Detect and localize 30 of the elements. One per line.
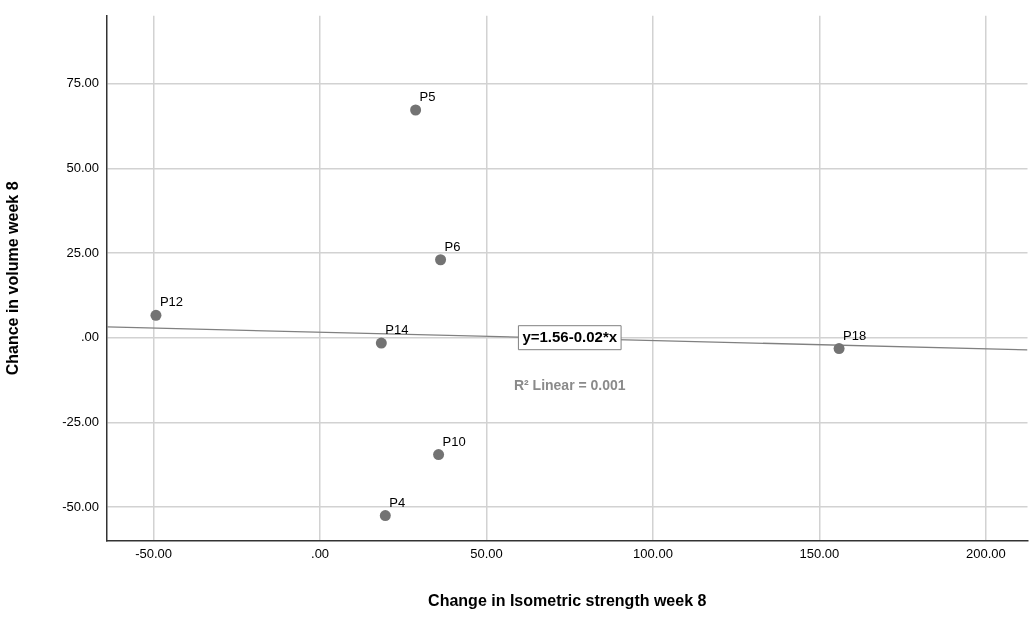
x-tick-label: .00 [311, 546, 330, 562]
data-label: P4 [389, 494, 406, 510]
point [410, 104, 422, 116]
data-label: P18 [843, 327, 867, 343]
x-tick-label: 150.00 [799, 546, 840, 562]
y-tick-label: -25.00 [62, 413, 99, 429]
data-label: P14 [385, 322, 409, 338]
y-axis-title: Chance in volume week 8 [4, 181, 22, 376]
data-label: P10 [442, 433, 466, 449]
y-tick-label: 50.00 [66, 159, 99, 175]
point [375, 337, 387, 349]
y-tick-label: .00 [80, 329, 99, 345]
annotation: R² Linear = 0.001 [513, 376, 626, 393]
data-label: P6 [444, 238, 461, 254]
point [435, 254, 447, 266]
point [150, 309, 162, 321]
y-tick-label: -50.00 [62, 498, 99, 514]
x-tick-label: 50.00 [470, 546, 503, 562]
annotation: y=1.56-0.02*x [522, 327, 618, 345]
x-tick-label: 100.00 [633, 546, 673, 562]
x-tick-label: 200.00 [966, 546, 1006, 562]
point [833, 343, 845, 355]
point [433, 449, 445, 461]
point [379, 510, 391, 522]
x-axis-title: Change in Isometric strength week 8 [428, 591, 707, 609]
y-tick-label: 25.00 [66, 244, 99, 260]
data-label: P5 [419, 89, 436, 104]
data-label: P12 [159, 294, 184, 310]
x-tick-label: -50.00 [135, 546, 173, 562]
y-tick-label: 75.00 [66, 75, 99, 91]
